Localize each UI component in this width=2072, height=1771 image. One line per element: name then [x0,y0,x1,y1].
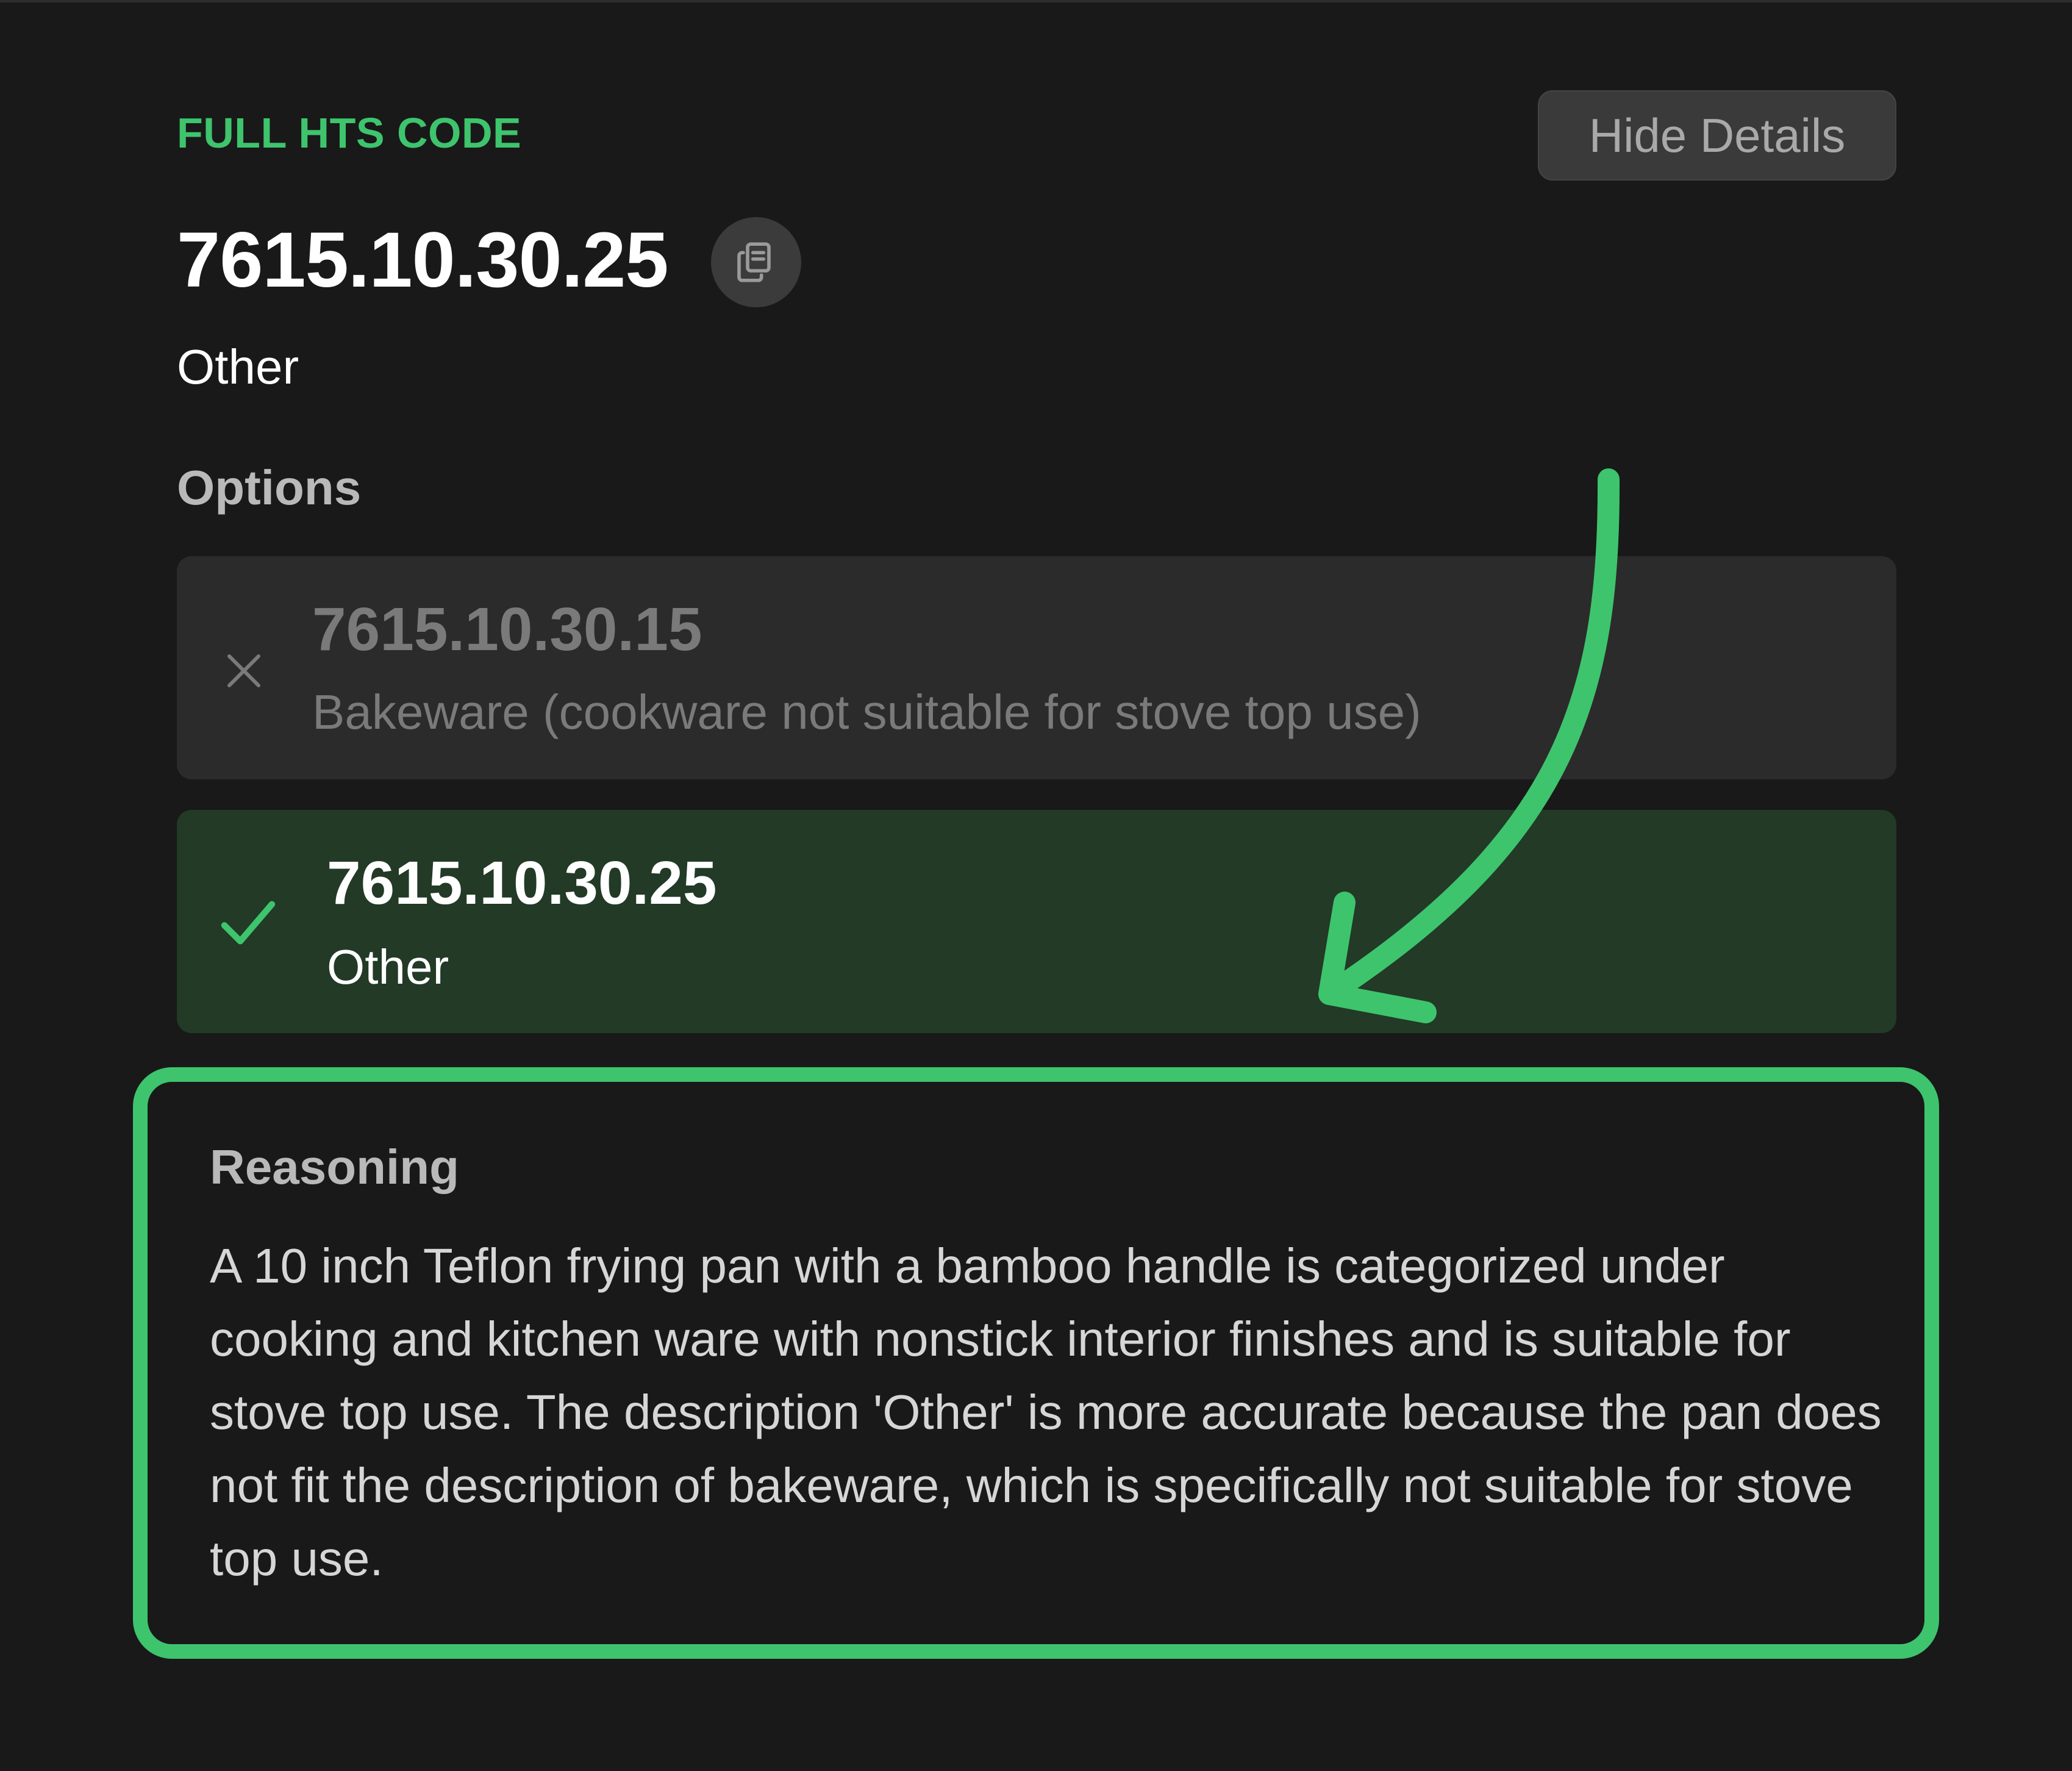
reasoning-box: Reasoning A 10 inch Teflon frying pan wi… [133,1067,1939,1659]
copy-button[interactable] [711,217,801,307]
full-hts-code-label: FULL HTS CODE [177,109,522,157]
selected-hts-description: Other [177,340,299,394]
selected-hts-code: 7615.10.30.25 [177,216,669,304]
hide-details-button[interactable]: Hide Details [1538,90,1896,181]
reasoning-title: Reasoning [210,1140,459,1194]
reasoning-text: A 10 inch Teflon frying pan with a bambo… [210,1239,1882,1586]
x-icon [215,642,273,700]
copy-icon [737,242,771,282]
option-item-selected[interactable]: 7615.10.30.25 Other [177,810,1896,1033]
top-border [0,0,2072,2]
option-description: Other [327,940,449,994]
option-item-rejected[interactable]: 7615.10.30.15 Bakeware (cookware not sui… [177,556,1896,779]
check-icon [215,889,282,956]
option-code: 7615.10.30.15 [312,595,702,664]
option-code: 7615.10.30.25 [327,849,717,917]
option-description: Bakeware (cookware not suitable for stov… [312,685,1421,739]
options-title: Options [177,460,362,515]
